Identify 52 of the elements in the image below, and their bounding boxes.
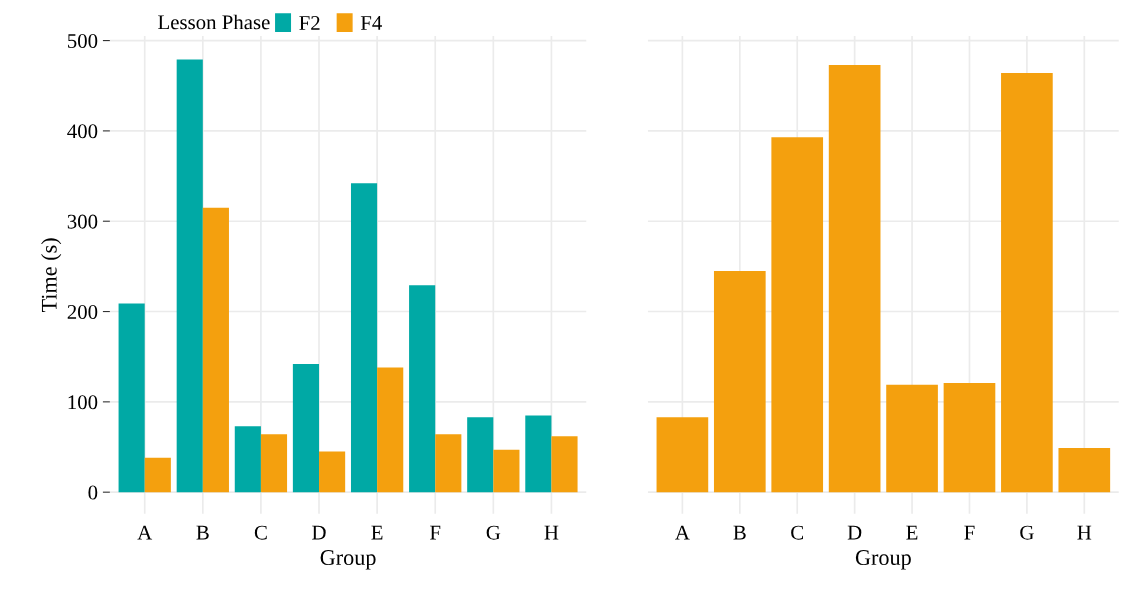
bar [551,436,578,493]
bar [202,207,229,493]
y-tick-label: 300 [67,214,98,229]
bar [943,382,996,493]
bar [319,451,346,493]
x-tick-label: C [791,525,804,540]
y-tick-label: 500 [68,33,98,49]
x-tick-label: G [1020,525,1034,540]
x-tick-label: D [312,525,326,540]
bar [886,384,938,493]
bar [525,415,552,493]
bar [377,367,404,493]
bar [409,285,436,493]
bar [350,183,378,493]
bar [176,59,203,493]
y-tick-label: 100 [68,395,98,410]
bar [144,457,171,493]
bar [771,137,824,493]
bar [1058,447,1111,493]
y-tick-label: 0 [88,485,98,500]
x-tick-label: E [906,525,918,540]
bar [260,434,288,493]
x-tick-label: A [675,525,690,540]
x-tick-label: D [847,525,862,540]
x-tick-label: A [137,525,153,540]
bar [467,417,494,493]
x-axis-title: Group [320,550,376,570]
y-axis-title: Time (s) [41,238,62,313]
x-tick-label: F [430,525,441,540]
x-tick-label: B [196,525,209,540]
bar [828,64,881,493]
legend-title: Lesson Phase [158,14,270,30]
bar [1001,73,1053,493]
x-tick-label: E [371,525,383,540]
bar [656,417,709,493]
bar [292,363,320,493]
bar [118,303,145,493]
x-tick-label: C [254,525,267,540]
x-axis-title: Group [855,550,911,570]
bar [713,270,766,493]
x-tick-label: F [964,525,975,540]
y-tick-label: 400 [67,124,98,139]
legend-label: F4 [360,16,382,30]
bar [435,434,462,493]
bar [234,426,261,493]
bar [493,449,520,493]
x-tick-label: B [733,525,746,540]
x-tick-label: H [544,525,559,540]
x-tick-label: G [486,525,501,540]
y-tick-label: 200 [67,304,98,319]
x-tick-label: H [1077,525,1092,540]
legend-label: F2 [299,16,320,30]
